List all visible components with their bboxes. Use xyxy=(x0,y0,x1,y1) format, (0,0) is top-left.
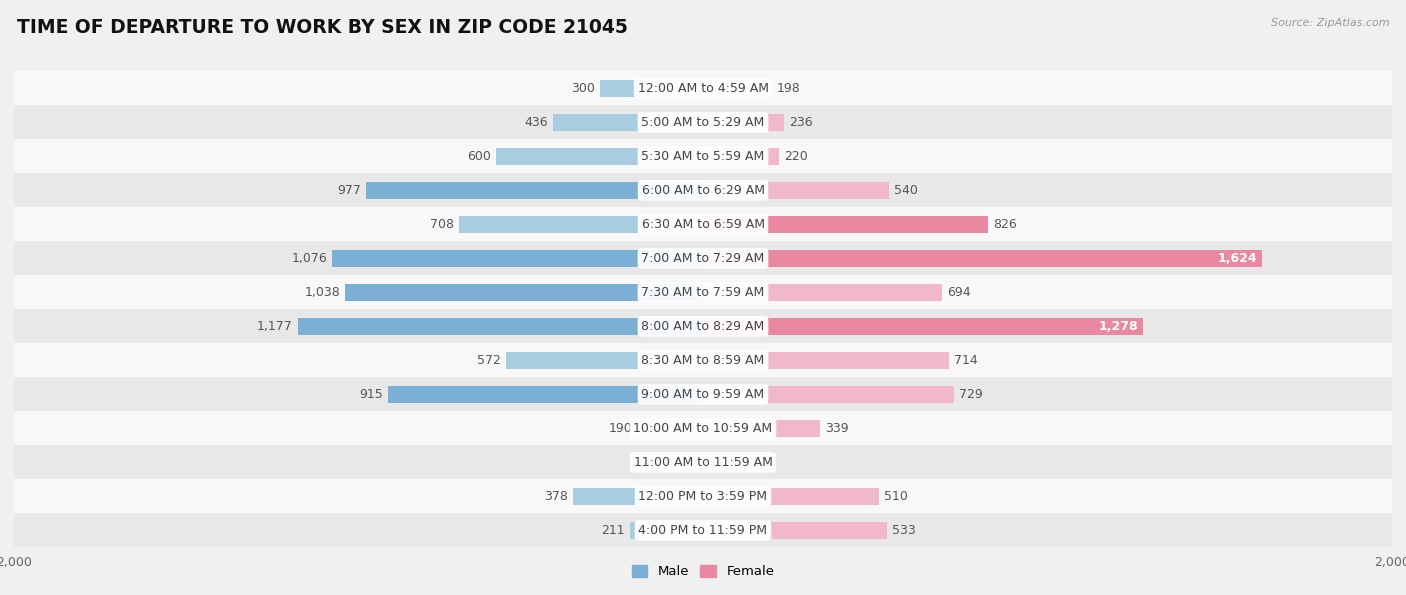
Text: 510: 510 xyxy=(884,490,908,503)
Bar xyxy=(346,284,703,301)
Bar xyxy=(14,275,1392,309)
Text: 4:00 PM to 11:59 PM: 4:00 PM to 11:59 PM xyxy=(638,524,768,537)
Bar xyxy=(703,386,955,403)
Bar xyxy=(599,80,703,97)
Text: 8:30 AM to 8:59 AM: 8:30 AM to 8:59 AM xyxy=(641,354,765,367)
Bar xyxy=(388,386,703,403)
Text: 220: 220 xyxy=(785,150,807,163)
Bar xyxy=(367,181,703,199)
Text: 729: 729 xyxy=(959,388,983,401)
Text: 6:00 AM to 6:29 AM: 6:00 AM to 6:29 AM xyxy=(641,184,765,197)
Text: 5:30 AM to 5:59 AM: 5:30 AM to 5:59 AM xyxy=(641,150,765,163)
Legend: Male, Female: Male, Female xyxy=(626,560,780,584)
Bar xyxy=(14,513,1392,547)
Text: 977: 977 xyxy=(337,184,361,197)
Bar xyxy=(703,215,987,233)
Text: 915: 915 xyxy=(359,388,382,401)
Bar xyxy=(703,522,887,539)
Bar xyxy=(14,105,1392,139)
Text: 1,177: 1,177 xyxy=(257,320,292,333)
Bar xyxy=(14,446,1392,480)
Text: 7:00 AM to 7:29 AM: 7:00 AM to 7:29 AM xyxy=(641,252,765,265)
Text: 236: 236 xyxy=(789,116,813,129)
Bar xyxy=(703,249,1263,267)
Text: 5:00 AM to 5:29 AM: 5:00 AM to 5:29 AM xyxy=(641,116,765,129)
Text: 211: 211 xyxy=(602,524,626,537)
Text: 339: 339 xyxy=(825,422,849,435)
Bar xyxy=(460,215,703,233)
Text: 708: 708 xyxy=(430,218,454,231)
Bar xyxy=(703,352,949,369)
Bar xyxy=(496,148,703,165)
Text: 572: 572 xyxy=(477,354,501,367)
Text: 1,624: 1,624 xyxy=(1218,252,1257,265)
Bar xyxy=(630,522,703,539)
Bar xyxy=(662,453,703,471)
Text: 600: 600 xyxy=(467,150,491,163)
Text: 300: 300 xyxy=(571,82,595,95)
Bar xyxy=(703,318,1143,335)
Text: 9:00 AM to 9:59 AM: 9:00 AM to 9:59 AM xyxy=(641,388,765,401)
Bar xyxy=(14,71,1392,105)
Bar xyxy=(14,173,1392,208)
Text: 10:00 AM to 10:59 AM: 10:00 AM to 10:59 AM xyxy=(634,422,772,435)
Bar xyxy=(14,139,1392,173)
Text: 198: 198 xyxy=(776,82,800,95)
Bar xyxy=(703,148,779,165)
Text: 533: 533 xyxy=(891,524,915,537)
Text: 12:00 AM to 4:59 AM: 12:00 AM to 4:59 AM xyxy=(637,82,769,95)
Bar xyxy=(703,284,942,301)
Bar xyxy=(298,318,703,335)
Bar xyxy=(332,249,703,267)
Bar xyxy=(703,453,747,471)
Text: 12:00 PM to 3:59 PM: 12:00 PM to 3:59 PM xyxy=(638,490,768,503)
Text: 120: 120 xyxy=(633,456,657,469)
Bar xyxy=(572,487,703,505)
Text: 694: 694 xyxy=(948,286,972,299)
Bar xyxy=(637,419,703,437)
Bar xyxy=(14,411,1392,446)
Text: 127: 127 xyxy=(752,456,776,469)
Bar xyxy=(14,377,1392,411)
Text: 6:30 AM to 6:59 AM: 6:30 AM to 6:59 AM xyxy=(641,218,765,231)
Text: 8:00 AM to 8:29 AM: 8:00 AM to 8:29 AM xyxy=(641,320,765,333)
Bar xyxy=(703,80,772,97)
Text: Source: ZipAtlas.com: Source: ZipAtlas.com xyxy=(1271,18,1389,28)
Bar xyxy=(14,480,1392,513)
Text: 714: 714 xyxy=(955,354,977,367)
Text: 1,038: 1,038 xyxy=(305,286,340,299)
Text: TIME OF DEPARTURE TO WORK BY SEX IN ZIP CODE 21045: TIME OF DEPARTURE TO WORK BY SEX IN ZIP … xyxy=(17,18,627,37)
Text: 826: 826 xyxy=(993,218,1017,231)
Bar xyxy=(506,352,703,369)
Bar xyxy=(14,343,1392,377)
Text: 190: 190 xyxy=(609,422,633,435)
Text: 7:30 AM to 7:59 AM: 7:30 AM to 7:59 AM xyxy=(641,286,765,299)
Text: 11:00 AM to 11:59 AM: 11:00 AM to 11:59 AM xyxy=(634,456,772,469)
Bar xyxy=(703,487,879,505)
Bar xyxy=(553,114,703,131)
Bar xyxy=(14,242,1392,275)
Text: 1,278: 1,278 xyxy=(1098,320,1137,333)
Bar xyxy=(703,114,785,131)
Text: 540: 540 xyxy=(894,184,918,197)
Text: 378: 378 xyxy=(544,490,568,503)
Bar xyxy=(14,208,1392,242)
Bar xyxy=(703,181,889,199)
Bar xyxy=(14,309,1392,343)
Bar xyxy=(703,419,820,437)
Text: 1,076: 1,076 xyxy=(291,252,328,265)
Text: 436: 436 xyxy=(524,116,548,129)
